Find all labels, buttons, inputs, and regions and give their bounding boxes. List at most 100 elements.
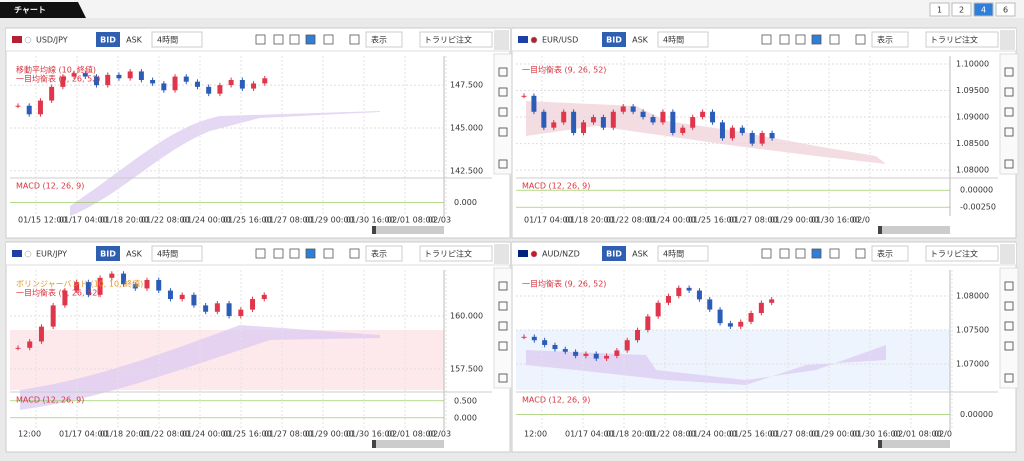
scrollbar[interactable] xyxy=(372,440,444,448)
side-tool[interactable] xyxy=(498,87,508,97)
side-tools xyxy=(493,53,513,175)
tool-icon[interactable] xyxy=(323,248,334,259)
tool-icon[interactable] xyxy=(829,248,840,259)
side-tool[interactable] xyxy=(498,281,508,291)
tool-icon[interactable] xyxy=(349,248,360,259)
candle xyxy=(105,74,111,86)
scrollbar[interactable] xyxy=(878,440,950,448)
expand-button[interactable] xyxy=(1000,244,1015,264)
side-tool[interactable] xyxy=(498,321,508,331)
side-tool[interactable] xyxy=(1004,373,1014,383)
tool-icon[interactable] xyxy=(855,248,866,259)
order-box[interactable] xyxy=(925,245,999,262)
expand-button[interactable] xyxy=(494,30,509,50)
scroll-thumb[interactable] xyxy=(372,440,376,448)
tool-icon[interactable] xyxy=(779,248,790,259)
tool-icon[interactable] xyxy=(305,34,316,45)
scrollbar[interactable] xyxy=(372,226,444,234)
side-tool[interactable] xyxy=(1004,301,1014,311)
page-button[interactable] xyxy=(995,2,1016,17)
display-box[interactable] xyxy=(365,245,403,262)
scroll-thumb[interactable] xyxy=(372,226,376,234)
ask-label[interactable]: ASK xyxy=(632,250,649,259)
tool-icon[interactable] xyxy=(305,248,316,259)
tool-icon[interactable] xyxy=(289,248,300,259)
order-box[interactable] xyxy=(925,31,999,48)
ask-label[interactable]: ASK xyxy=(126,250,143,259)
page-button[interactable] xyxy=(929,2,950,17)
pair-select[interactable]: USD/JPY xyxy=(36,36,68,45)
tool-icon[interactable] xyxy=(761,248,772,259)
x-tick-label: 01/27 08:00 xyxy=(264,216,313,225)
tool-icon[interactable] xyxy=(811,248,822,259)
side-tool[interactable] xyxy=(1004,281,1014,291)
tool-icon[interactable] xyxy=(811,34,822,45)
x-tick-label: 01/17 04:00 xyxy=(59,430,108,439)
pair-select[interactable]: AUD/NZD xyxy=(542,250,580,259)
bid-button[interactable] xyxy=(96,32,120,47)
tab[interactable] xyxy=(0,2,86,18)
expand-button[interactable] xyxy=(1000,30,1015,50)
tool-icon[interactable] xyxy=(273,34,284,45)
candle xyxy=(581,122,587,133)
side-tool[interactable] xyxy=(498,159,508,169)
tool-icon[interactable] xyxy=(829,34,840,45)
timeframe-box[interactable] xyxy=(151,31,203,48)
display-box[interactable] xyxy=(365,31,403,48)
display-box[interactable] xyxy=(871,31,909,48)
order-box[interactable] xyxy=(419,31,493,48)
bid-button[interactable] xyxy=(602,246,626,261)
side-tool[interactable] xyxy=(498,373,508,383)
side-tool[interactable] xyxy=(1004,341,1014,351)
ask-label[interactable]: ASK xyxy=(126,36,143,45)
tool-icon[interactable] xyxy=(289,34,300,45)
side-tool[interactable] xyxy=(1004,127,1014,137)
page-button[interactable] xyxy=(951,2,972,17)
tool-icon[interactable] xyxy=(349,34,360,45)
side-tool[interactable] xyxy=(498,107,508,117)
expand-button[interactable] xyxy=(494,244,509,264)
tool-icon[interactable] xyxy=(855,34,866,45)
pair-select[interactable]: EUR/USD xyxy=(542,36,578,45)
timeframe-box[interactable] xyxy=(657,245,709,262)
candle xyxy=(214,303,220,312)
x-tick-label: 02/0 xyxy=(934,430,952,439)
bid-button[interactable] xyxy=(96,246,120,261)
candle xyxy=(50,305,56,327)
side-tool[interactable] xyxy=(1004,67,1014,77)
tool-icon[interactable] xyxy=(761,34,772,45)
scroll-thumb[interactable] xyxy=(878,226,882,234)
side-tool[interactable] xyxy=(498,67,508,77)
tool-icon[interactable] xyxy=(255,248,266,259)
indicator-label: 一目均衡表 (9, 26, 52) xyxy=(522,65,606,75)
pair-select[interactable]: EUR/JPY xyxy=(36,250,67,259)
side-tool[interactable] xyxy=(1004,321,1014,331)
page-button[interactable] xyxy=(973,2,994,17)
side-tool[interactable] xyxy=(498,127,508,137)
side-tool[interactable] xyxy=(1004,107,1014,117)
scroll-thumb[interactable] xyxy=(878,440,882,448)
timeframe-box[interactable] xyxy=(657,31,709,48)
side-tool[interactable] xyxy=(498,341,508,351)
y-tick-label: 160.000 xyxy=(450,312,483,321)
side-tool[interactable] xyxy=(1004,87,1014,97)
ask-label[interactable]: ASK xyxy=(632,36,649,45)
tool-icon[interactable] xyxy=(795,34,806,45)
tool-icon[interactable] xyxy=(273,248,284,259)
scrollbar[interactable] xyxy=(878,226,950,234)
display-box[interactable] xyxy=(871,245,909,262)
order-box[interactable] xyxy=(419,245,493,262)
side-tool[interactable] xyxy=(498,301,508,311)
side-tool[interactable] xyxy=(1004,159,1014,169)
tool-icon[interactable] xyxy=(795,248,806,259)
tool-icon[interactable] xyxy=(779,34,790,45)
bid-button[interactable] xyxy=(602,32,626,47)
candle xyxy=(562,349,568,352)
side-tools xyxy=(999,53,1019,175)
x-tick-label: 01/24 00:00 xyxy=(688,430,737,439)
flag xyxy=(12,36,22,43)
tool-icon[interactable] xyxy=(255,34,266,45)
tool-icon[interactable] xyxy=(323,34,334,45)
timeframe-box[interactable] xyxy=(151,245,203,262)
candle xyxy=(729,127,735,139)
